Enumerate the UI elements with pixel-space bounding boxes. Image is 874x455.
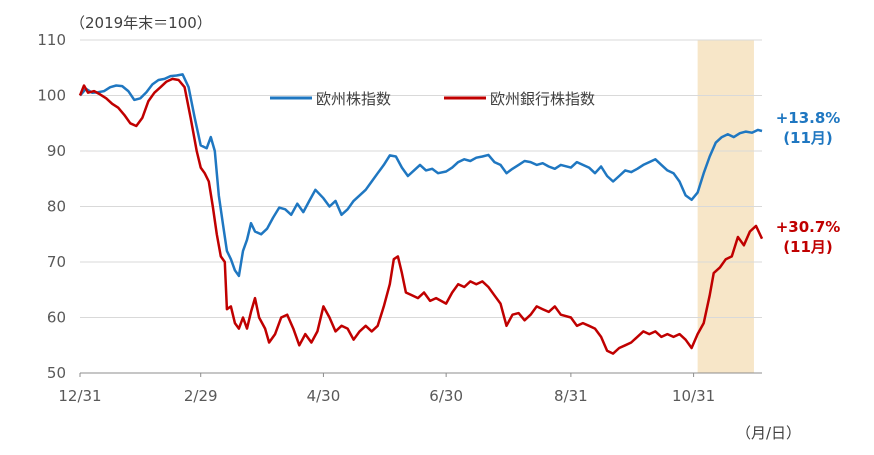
x-tick-label: 6/30 [429,387,463,405]
annotation-period: (11月) [783,129,833,147]
x-tick-label: 10/31 [672,387,715,405]
y-tick-label: 60 [47,309,66,327]
y-tick-label: 110 [37,31,66,49]
series-line-european-banks [78,77,764,355]
x-tick-label: 12/31 [58,387,101,405]
y-tick-label: 50 [47,364,66,382]
x-tick-label: 8/31 [554,387,588,405]
y-tick-label: 90 [47,142,66,160]
legend-label: 欧州株指数 [316,90,391,108]
x-tick-label: 2/29 [184,387,218,405]
x-tick-label: 4/30 [307,387,341,405]
x-unit-label: （月/日） [736,424,801,442]
legend: 欧州株指数 欧州銀行株指数 [270,90,595,108]
series-line-european-stocks [79,73,763,278]
annotation-period: (11月) [783,238,833,256]
series-lines [78,73,764,355]
y-unit-label: （2019年末＝100） [70,14,212,32]
gridlines [80,39,762,318]
y-axis-ticks: 50 60 70 80 90 100 110 [37,31,66,382]
annotation-value: +30.7% [776,218,841,236]
x-axis-ticks: 12/31 2/29 4/30 6/30 8/31 10/31 [58,373,715,405]
legend-label: 欧州銀行株指数 [490,90,595,108]
y-tick-label: 80 [47,198,66,216]
y-tick-label: 100 [37,87,66,105]
end-annotations: +13.8% (11月) +30.7% (11月) [776,109,841,256]
y-tick-label: 70 [47,253,66,271]
annotation-value: +13.8% [776,109,841,127]
